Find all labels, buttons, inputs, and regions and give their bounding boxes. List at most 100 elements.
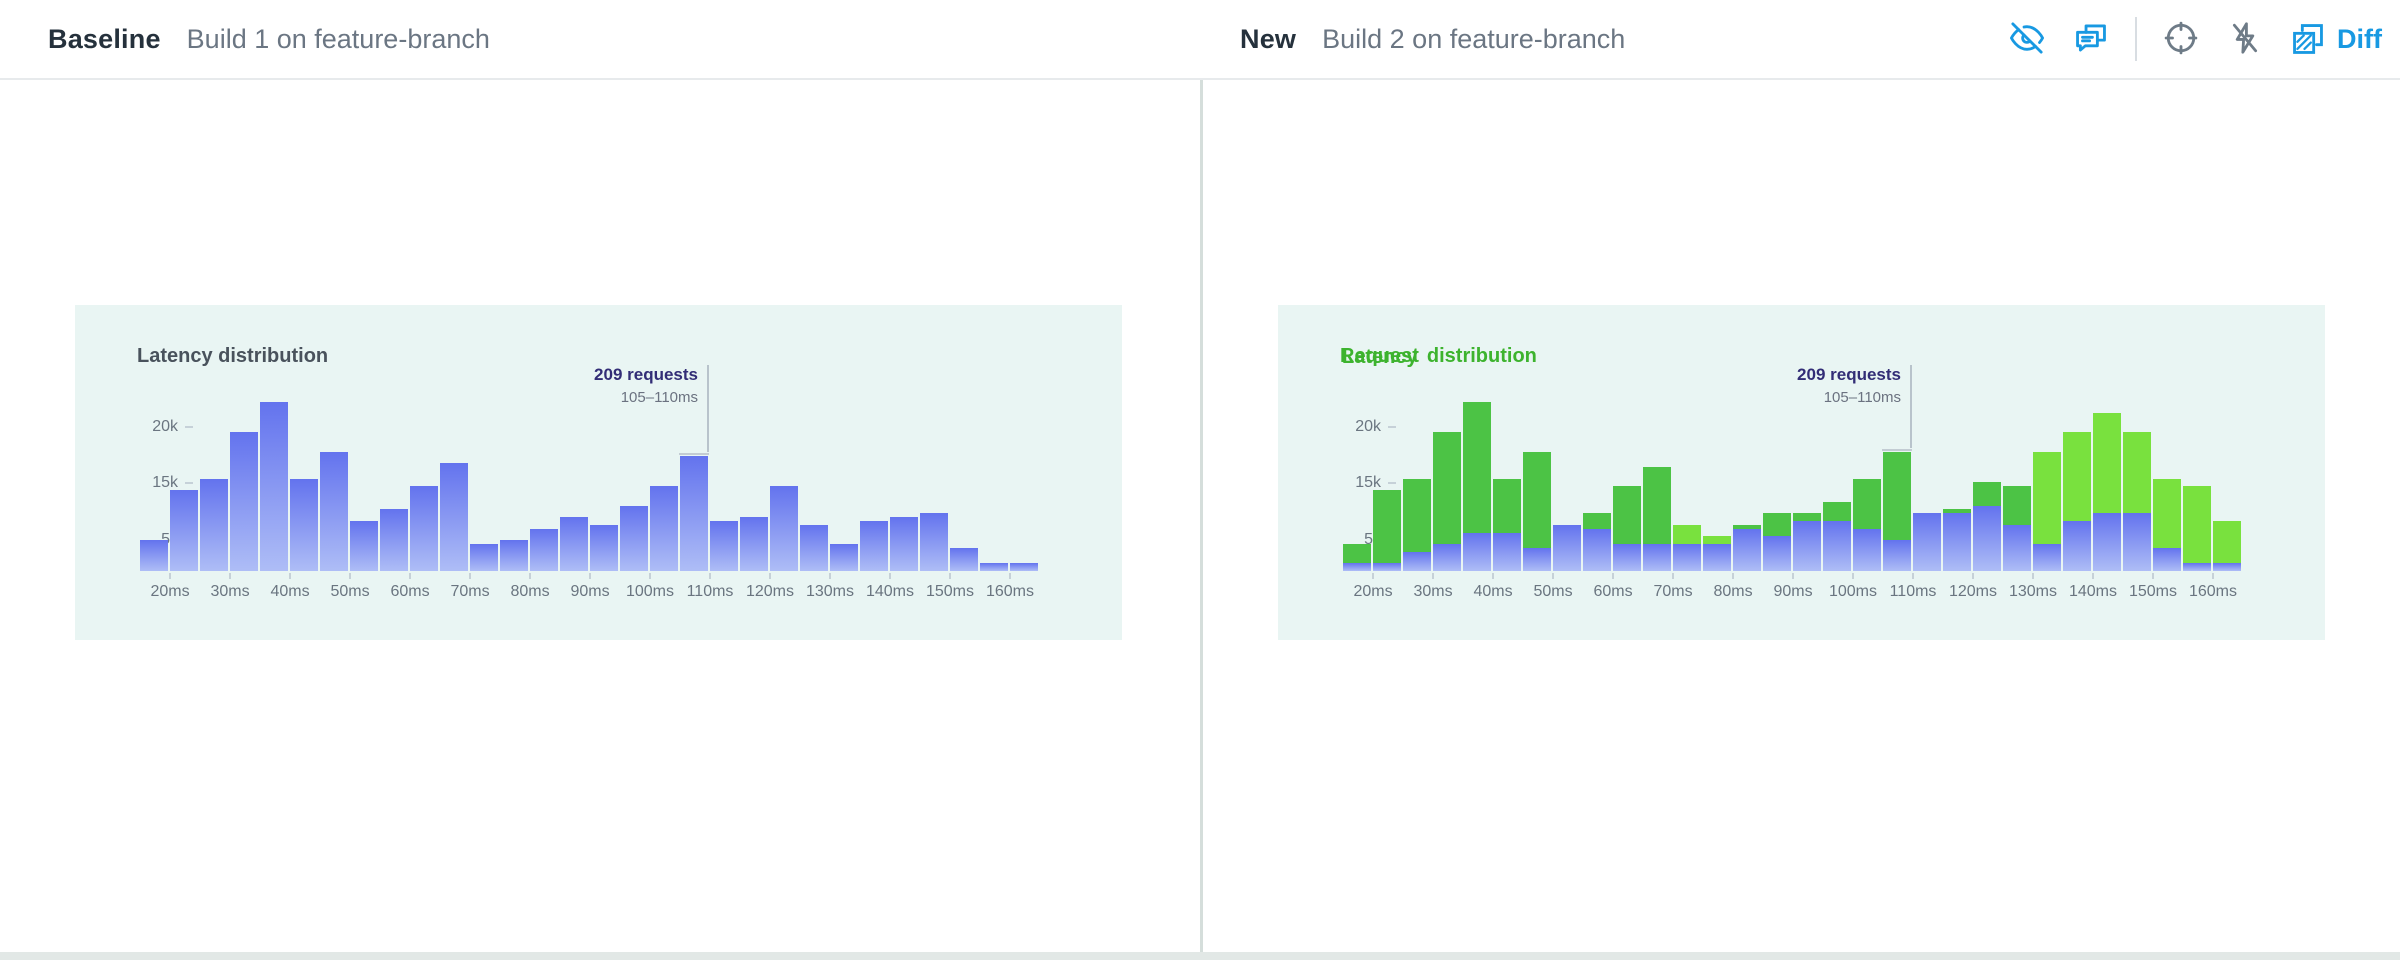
histogram-bar [590, 524, 618, 571]
histogram-bar [1010, 563, 1038, 571]
comparison-header: Baseline Build 1 on feature-branch New B… [0, 0, 2400, 80]
histogram-bar [320, 451, 348, 571]
bar-segment-blue [2033, 544, 2061, 571]
bar-segment-blue [320, 451, 348, 571]
x-tick-label: 150ms [2128, 583, 2178, 600]
bar-segment-blue [2063, 520, 2091, 571]
flash-off-button[interactable] [2225, 17, 2265, 61]
x-tick-mark [229, 573, 231, 579]
bar-segment-blue [2153, 547, 2181, 571]
x-tick-mark [349, 573, 351, 579]
histogram-bar [290, 478, 318, 571]
x-tick-label: 30ms [1413, 583, 1453, 600]
histogram-bar [1703, 536, 1731, 571]
histogram-bar [500, 540, 528, 571]
bar-segment-green [1433, 432, 1461, 545]
histogram-bar [470, 544, 498, 571]
x-tick-mark [2212, 573, 2214, 579]
bar-segment-green [2063, 432, 2091, 521]
bar-segment-blue [2213, 563, 2241, 571]
eye-off-icon [2010, 21, 2045, 58]
bar-segment-green [1883, 451, 1911, 541]
bar-segment-green [1793, 513, 1821, 521]
annotation-value: 209 requests [594, 365, 698, 384]
bar-segment-green [1703, 536, 1731, 545]
bar-segment-blue [1463, 532, 1491, 571]
x-tick-mark [2092, 573, 2094, 579]
comments-icon [2074, 21, 2108, 58]
x-tick-label: 130ms [2008, 583, 2058, 600]
bar-segment-blue [1883, 540, 1911, 571]
bar-segment-blue [530, 528, 558, 571]
histogram-bar [230, 432, 258, 571]
bar-segment-blue [1403, 551, 1431, 571]
histogram-bar [2213, 520, 2241, 571]
bar-segment-green [1493, 478, 1521, 533]
crosshair-button[interactable] [2161, 17, 2201, 61]
histogram-bar [920, 513, 948, 571]
histogram-bar [1973, 482, 2001, 571]
annotation-line [707, 365, 709, 452]
annotation-value: 209 requests [1797, 365, 1901, 384]
histogram-bar [1613, 486, 1641, 571]
bottom-strip [0, 952, 2400, 960]
histogram-bar [2003, 486, 2031, 571]
x-tick-label: 20ms [1353, 583, 1393, 600]
bar-segment-blue [710, 520, 738, 571]
bar-segment-green [1583, 513, 1611, 529]
bar-segment-blue [1433, 544, 1461, 571]
histogram-bar [1943, 509, 1971, 571]
bar-segment-blue [1913, 513, 1941, 571]
x-tick-mark [829, 573, 831, 579]
bar-segment-blue [1613, 544, 1641, 571]
x-tick-mark [2032, 573, 2034, 579]
x-tick-label: 40ms [270, 583, 310, 600]
x-tick-label: 90ms [1773, 583, 1813, 600]
bar-segment-blue [1793, 520, 1821, 571]
toolbar: Diff [2007, 0, 2382, 78]
chart-title-baseline: Latency distribution [137, 345, 329, 367]
eye-off-button[interactable] [2007, 17, 2047, 61]
bar-segment-green [2003, 486, 2031, 525]
bar-segment-green [2123, 432, 2151, 514]
bar-segment-blue [1733, 528, 1761, 571]
bar-segment-blue [740, 517, 768, 571]
bar-segment-blue [1703, 544, 1731, 571]
x-tick-mark [1852, 573, 1854, 579]
flash-off-icon [2228, 21, 2262, 58]
x-tick-label: 120ms [1948, 583, 1998, 600]
diff-toggle[interactable]: Diff [2289, 17, 2382, 61]
bar-segment-blue [1853, 528, 1881, 571]
bar-segment-blue [2003, 524, 2031, 571]
x-tick-mark [1492, 573, 1494, 579]
x-tick-label: 70ms [1653, 583, 1693, 600]
bar-segment-blue [200, 478, 228, 571]
bar-segment-blue [1643, 544, 1671, 571]
y-tick-label: 15k [1355, 474, 1381, 491]
bar-segment-blue [350, 520, 378, 571]
bar-segment-blue [1010, 563, 1038, 571]
x-tick-label: 140ms [865, 583, 915, 600]
histogram-bar [890, 517, 918, 571]
x-tick-mark [1372, 573, 1374, 579]
bar-segment-blue [1763, 536, 1791, 571]
histogram-bar [200, 478, 228, 571]
histogram-bar [1763, 513, 1791, 571]
bar-segment-blue [1823, 520, 1851, 571]
y-tick-label: 15k [152, 474, 178, 491]
x-tick-mark [289, 573, 291, 579]
x-tick-label: 60ms [390, 583, 430, 600]
x-tick-label: 30ms [210, 583, 250, 600]
histogram-bar [1553, 524, 1581, 571]
x-tick-mark [469, 573, 471, 579]
x-tick-label: 100ms [1828, 583, 1878, 600]
x-tick-mark [1972, 573, 1974, 579]
new-header: New Build 2 on feature-branch [1240, 0, 1625, 78]
comments-button[interactable] [2071, 17, 2111, 61]
bar-segment-blue [950, 547, 978, 571]
histogram-bar [1463, 401, 1491, 571]
bar-segment-blue [440, 463, 468, 571]
bar-segment-blue [680, 455, 708, 571]
x-tick-label: 90ms [570, 583, 610, 600]
